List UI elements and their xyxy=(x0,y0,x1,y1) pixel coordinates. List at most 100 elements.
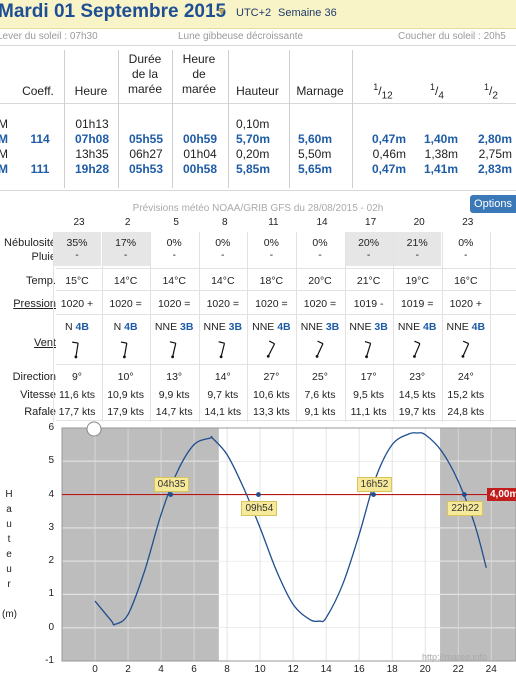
wind-arrow-head xyxy=(219,355,223,359)
pressure-cell: 1019 - xyxy=(353,298,384,310)
cloud-cover-value: 0% xyxy=(312,237,328,249)
weather-column-divider xyxy=(441,232,443,422)
y-tick-label: 2 xyxy=(48,555,54,567)
hour-label: 14 xyxy=(316,217,328,228)
wind-speed-cell: 10,6 kts xyxy=(253,389,290,401)
date-bar: Mardi 01 Septembre 2015 ▼ UTC+2 Semaine … xyxy=(0,0,516,29)
weather-row-divider xyxy=(56,364,516,365)
direction-cell: 10° xyxy=(117,371,134,383)
wind-speed-cell: 10,9 kts xyxy=(107,389,144,401)
weather-row-divider xyxy=(56,420,516,421)
wind-direction: NNE xyxy=(300,321,326,333)
tide-height: 0,20m xyxy=(236,147,270,161)
pressure-cell: 1020 + xyxy=(60,298,94,310)
weather-column-divider xyxy=(490,232,492,422)
temperature-cell: 14°C xyxy=(113,275,138,287)
header-heure-maree-line3: marée xyxy=(181,82,216,96)
wind-arrow xyxy=(413,343,421,357)
wind-cell: NNE 4B xyxy=(247,321,295,333)
gust-cell: 9,1 kts xyxy=(304,406,336,418)
x-tick-label: 16 xyxy=(353,664,365,675)
rain-value: - xyxy=(366,249,371,261)
fraction-slash: / xyxy=(378,84,382,98)
tide-time: 13h35 xyxy=(75,147,109,161)
tide-half: 2,80m xyxy=(477,132,512,146)
threshold-crossing-point xyxy=(256,492,261,497)
beaufort-force: 3B xyxy=(325,321,340,333)
wind-cell: N 4B xyxy=(102,321,150,333)
weather-column-divider xyxy=(101,232,103,422)
rain-value: - xyxy=(415,249,419,261)
cloud-cover-cell: 0% - xyxy=(199,232,247,266)
label-vent[interactable]: Vent xyxy=(33,337,56,349)
cloud-cover-cell: 17% - xyxy=(101,232,150,266)
wind-direction: NNE xyxy=(397,321,424,333)
cloud-cover-value: 0% xyxy=(215,237,231,249)
wind-barb xyxy=(218,341,225,344)
utc-offset: UTC+2 xyxy=(236,7,272,19)
hour-label: 23 xyxy=(73,217,85,228)
credit-text: http://maree.info xyxy=(422,652,488,662)
threshold-crossing-time: 22h22 xyxy=(447,500,484,516)
wind-barb xyxy=(462,340,469,345)
options-button[interactable]: Options xyxy=(470,195,516,213)
cloud-cover-value: 35% xyxy=(66,237,88,249)
tide-range: 5,65m xyxy=(298,162,333,176)
tide-coeff: 114 xyxy=(30,132,50,146)
tide-duration: 05h55 xyxy=(128,132,164,146)
temperature-cell: 18°C xyxy=(259,275,284,287)
y-tick-label: 6 xyxy=(48,422,54,433)
rain-value: - xyxy=(123,249,128,261)
pressure-cell: 1020 = xyxy=(109,298,142,310)
wind-arrow xyxy=(172,343,177,357)
cloud-cover-value: 17% xyxy=(115,237,137,249)
weather-row-divider xyxy=(56,268,516,269)
gust-cell: 14,1 kts xyxy=(204,406,242,418)
wind-barb xyxy=(72,341,79,344)
direction-cell: 14° xyxy=(214,371,231,383)
x-tick-label: 10 xyxy=(254,664,266,675)
label-pression[interactable]: Pression xyxy=(13,298,56,310)
date-dropdown-icon[interactable]: ▼ xyxy=(216,6,227,18)
wind-arrow-head xyxy=(365,355,368,359)
wind-cell: NNE 3B xyxy=(345,321,393,333)
tide-half: 2,75m xyxy=(478,147,512,161)
wind-speed-cell: 11,6 kts xyxy=(59,389,95,401)
beaufort-force: 4B xyxy=(471,321,486,333)
temperature-cell: 20°C xyxy=(308,275,332,287)
weather-row-divider xyxy=(56,314,516,315)
cloud-cover-value: 21% xyxy=(406,237,428,249)
header-heure-maree-line1: Heure xyxy=(182,52,216,66)
gust-cell: 24,8 kts xyxy=(447,406,485,418)
header-heure: Heure xyxy=(74,84,108,98)
wind-arrow-head xyxy=(74,355,78,359)
threshold-crossing-point xyxy=(371,492,376,497)
fraction-denominator: 12 xyxy=(381,90,393,102)
cloud-cover-value: 20% xyxy=(358,237,380,249)
wind-arrow xyxy=(365,343,372,357)
header-heure-maree: Heure de marée xyxy=(174,52,224,97)
wind-direction: NNE xyxy=(349,321,375,333)
y-tick-label: 3 xyxy=(48,521,54,533)
beaufort-force: 4B xyxy=(423,321,437,333)
threshold-crossing-point xyxy=(168,492,174,497)
pressure-cell: 1020 = xyxy=(303,298,337,310)
direction-cell: 25° xyxy=(312,371,328,383)
y-tick-label: 0 xyxy=(48,621,54,633)
cloud-cover-cell: 0% - xyxy=(150,232,198,266)
wind-cell: N 4B xyxy=(53,321,101,333)
header-duree-line3: marée xyxy=(127,82,162,96)
divider xyxy=(0,45,516,46)
wind-speed-cell: 9,7 kts xyxy=(207,389,239,401)
x-tick-label: 12 xyxy=(287,664,299,675)
cloud-cover-cell: 0% - xyxy=(442,232,490,266)
fraction-slash: / xyxy=(489,84,493,98)
tide-range: 5,60m xyxy=(298,132,333,146)
weather-column-divider xyxy=(247,232,249,422)
threshold-crossing-time: 09h54 xyxy=(241,500,278,516)
tide-quarter: 1,40m xyxy=(423,132,458,146)
wind-cell: NNE 4B xyxy=(442,321,490,333)
beaufort-force: 4B xyxy=(277,321,291,333)
cloud-cover-cell: 0% - xyxy=(296,232,344,266)
